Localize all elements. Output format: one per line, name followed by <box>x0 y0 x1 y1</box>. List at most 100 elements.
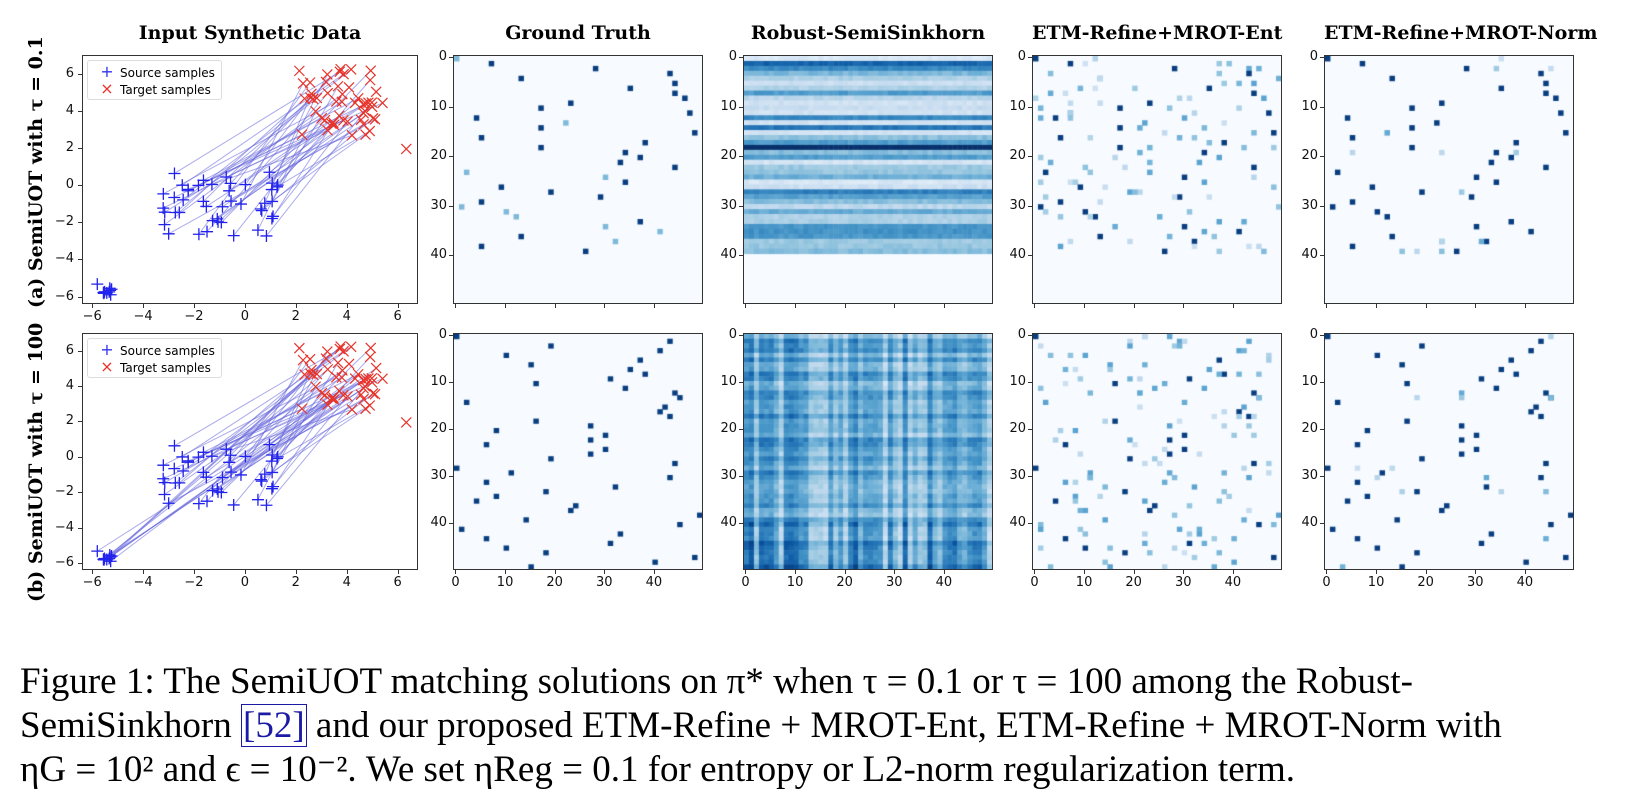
x-tick-label: 6 <box>393 309 402 324</box>
y-tick-label: 30 <box>1301 468 1318 484</box>
y-tick-label: 0 <box>1017 327 1026 343</box>
y-tick-label: 30 <box>720 468 737 484</box>
x-tick-mark <box>143 570 145 574</box>
y-tick-label: −4 <box>54 251 74 267</box>
x-tick-mark <box>1084 570 1086 574</box>
x-tick-label: −6 <box>82 575 102 590</box>
y-tick-label: 6 <box>65 342 74 358</box>
x-tick-mark <box>1524 570 1526 574</box>
legend-item-target: × Target samples <box>94 358 215 375</box>
heatmap-a-0 <box>453 55 703 304</box>
y-tick-label: −6 <box>54 554 74 570</box>
title-input-synthetic-data: Input Synthetic Data <box>138 22 362 44</box>
y-tick-label: 30 <box>1301 197 1318 213</box>
scatter-canvas <box>91 341 412 568</box>
figure-caption: Figure 1: The SemiUOT matching solutions… <box>20 660 1630 792</box>
y-tick-mark <box>78 492 82 494</box>
x-tick-mark <box>894 304 896 308</box>
x-tick-label: 0 <box>240 575 250 590</box>
x-tick-mark <box>653 304 655 308</box>
x-tick-label: 0 <box>240 309 250 324</box>
x-tick-mark <box>1475 304 1477 308</box>
y-tick-mark <box>449 476 453 478</box>
legend-label-target: Target samples <box>120 83 211 97</box>
y-tick-mark <box>78 421 82 423</box>
x-tick-label: 4 <box>342 309 351 324</box>
citation-link[interactable]: [52] <box>241 704 307 747</box>
y-tick-mark <box>78 350 82 352</box>
y-tick-label: 20 <box>430 148 447 164</box>
y-tick-label: −2 <box>54 214 74 230</box>
y-tick-mark <box>739 106 743 108</box>
x-tick-label: 30 <box>1466 575 1484 590</box>
x-tick-mark <box>844 304 846 308</box>
y-tick-label: 10 <box>720 98 737 114</box>
x-tick-mark <box>194 570 195 574</box>
y-tick-label: −2 <box>54 484 74 500</box>
x-tick-mark <box>1376 570 1378 574</box>
heatmap-canvas <box>744 56 992 303</box>
y-tick-label: 10 <box>720 374 737 390</box>
x-tick-label: 40 <box>645 575 663 590</box>
y-tick-label: 0 <box>728 49 737 65</box>
row-label-b: (b) SemiUOT with τ = 100 <box>25 322 47 602</box>
y-tick-mark <box>449 156 453 158</box>
y-tick-label: 20 <box>1009 148 1026 164</box>
legend-item-source: + Source samples <box>94 63 215 80</box>
y-tick-mark <box>449 57 453 59</box>
x-tick-label: 0 <box>741 575 750 590</box>
heatmap-a-1 <box>743 55 993 304</box>
y-tick-mark <box>78 110 82 112</box>
x-marker-icon: × <box>100 357 114 376</box>
heatmap-b-2 <box>1032 333 1282 570</box>
x-tick-label: 4 <box>342 575 351 590</box>
y-tick-label: 10 <box>1009 374 1026 390</box>
y-tick-mark <box>78 562 82 564</box>
x-tick-mark <box>244 304 246 308</box>
y-tick-label: 10 <box>1301 98 1318 114</box>
x-tick-label: 20 <box>836 575 853 590</box>
y-tick-label: 20 <box>1301 421 1318 437</box>
caption-line-2: SemiSinkhorn [52] and our proposed ETM-R… <box>20 704 1630 748</box>
x-tick-mark <box>295 304 297 308</box>
y-tick-mark <box>1028 205 1032 207</box>
caption-line-3: ηG = 10² and ϵ = 10⁻². We set ηReg = 0.1… <box>20 749 1295 790</box>
x-tick-mark <box>295 570 297 574</box>
y-tick-label: 20 <box>1301 148 1318 164</box>
x-tick-mark <box>397 304 399 308</box>
y-tick-label: 30 <box>430 468 447 484</box>
x-tick-mark <box>653 570 655 574</box>
y-tick-mark <box>1320 57 1324 59</box>
y-tick-label: 0 <box>438 327 447 343</box>
legend: + Source samples × Target samples <box>87 60 222 100</box>
x-tick-label: 0 <box>1030 575 1039 590</box>
y-tick-mark <box>1028 429 1032 431</box>
x-tick-mark <box>143 304 145 308</box>
y-tick-label: 20 <box>720 421 737 437</box>
title-etm-ent: ETM-Refine+MROT-Ent <box>1032 22 1283 44</box>
y-tick-mark <box>78 147 82 149</box>
x-tick-mark <box>604 304 606 308</box>
x-tick-mark <box>943 570 945 574</box>
y-tick-mark <box>739 156 743 158</box>
x-tick-label: 30 <box>595 575 613 590</box>
x-tick-mark <box>795 570 797 574</box>
x-tick-label: 30 <box>1174 575 1192 590</box>
y-tick-mark <box>449 255 453 257</box>
y-tick-label: 0 <box>1309 327 1318 343</box>
y-tick-mark <box>1028 523 1032 525</box>
x-tick-mark <box>795 304 797 308</box>
y-tick-label: 40 <box>720 247 737 263</box>
y-tick-label: 10 <box>430 374 447 390</box>
y-tick-label: 0 <box>438 49 447 65</box>
x-tick-mark <box>92 570 94 574</box>
y-tick-label: −4 <box>54 519 74 535</box>
x-tick-mark <box>346 304 348 308</box>
caption-text: SemiSinkhorn <box>20 705 241 746</box>
caption-text: and our proposed ETM-Refine + MROT-Ent, … <box>306 705 1502 746</box>
plus-marker-icon: + <box>100 340 114 359</box>
y-tick-mark <box>449 523 453 525</box>
y-tick-mark <box>739 429 743 431</box>
scatter-canvas <box>91 63 412 301</box>
y-tick-label: 4 <box>65 102 74 118</box>
